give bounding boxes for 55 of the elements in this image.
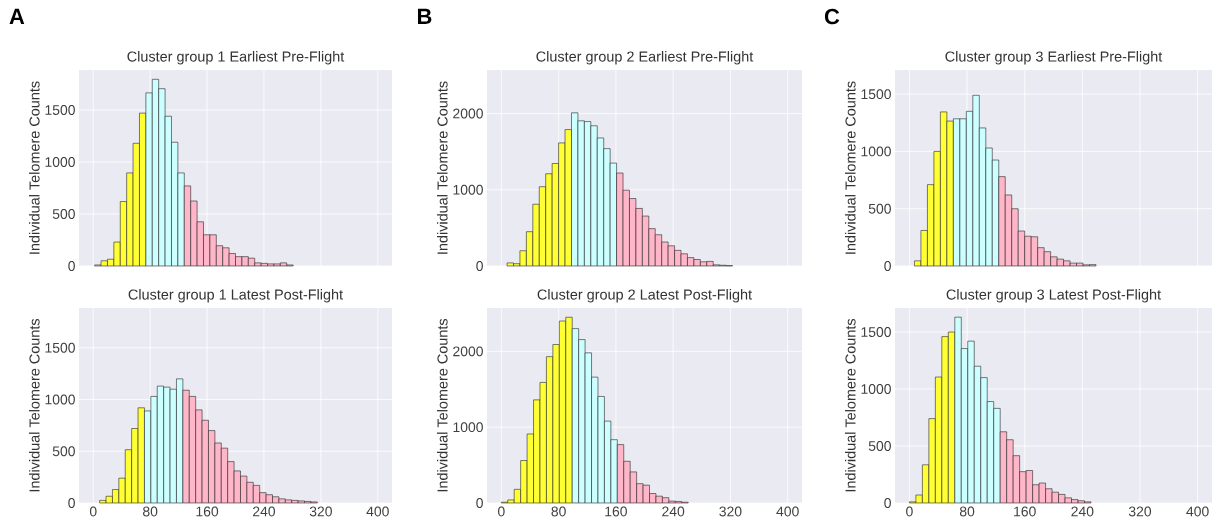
x-tick-label: 0 [498, 506, 505, 517]
y-axis-title: Individual Telomere Counts [437, 81, 448, 254]
x-tick-label: 80 [551, 506, 566, 517]
text: B [417, 8, 432, 24]
y-tick-label: 500 [868, 203, 891, 214]
x-tick-label: 160 [1014, 506, 1036, 517]
y-axis-title: Individual Telomere Counts [845, 81, 856, 254]
x-tick-label: 160 [196, 506, 219, 517]
x-tick-label: 0 [89, 506, 97, 517]
x-tick-label: 400 [366, 506, 389, 517]
y-tick-label: 1000 [453, 422, 483, 433]
chart-title: Cluster group 3 Earliest Pre-Flight [945, 51, 1163, 65]
x-tick-label: 240 [1071, 506, 1094, 517]
x-tick-label: 80 [959, 506, 975, 517]
y-tick-label: 0 [476, 498, 483, 508]
x-tick-label: 400 [776, 506, 799, 517]
x-tick-label: 240 [662, 506, 685, 517]
chart-title: Cluster group 1 Earliest Pre-Flight [127, 51, 345, 65]
y-tick-label: 0 [68, 261, 75, 271]
chart-title: Cluster group 2 Latest Post-Flight [537, 289, 752, 303]
y-tick-label: 0 [476, 261, 483, 271]
x-tick-label: 240 [253, 506, 276, 517]
y-tick-label: 1000 [45, 157, 75, 167]
y-tick-label: 0 [884, 498, 891, 508]
text: A [9, 8, 25, 24]
y-tick-label: 500 [52, 446, 75, 457]
chart-title: Cluster group 3 Latest Post-Flight [946, 289, 1161, 303]
y-tick-label: 0 [884, 261, 891, 271]
y-axis-title: Individual Telomere Counts [29, 318, 40, 492]
x-tick-label: 320 [309, 506, 332, 517]
y-axis-title: Individual Telomere Counts [29, 81, 40, 254]
y-axis-title: Individual Telomere Counts [437, 318, 448, 492]
y-tick-label: 0 [68, 498, 75, 508]
y-tick-label: 1000 [861, 384, 891, 394]
y-tick-label: 500 [52, 209, 75, 219]
y-tick-label: 2000 [453, 108, 483, 119]
y-tick-label: 1000 [453, 184, 483, 195]
x-tick-label: 80 [143, 506, 158, 517]
y-tick-label: 1500 [45, 342, 75, 353]
y-tick-label: 1500 [45, 105, 75, 115]
x-tick-label: 0 [906, 506, 913, 517]
x-tick-label: 320 [1128, 506, 1152, 517]
y-tick-label: 1000 [861, 146, 891, 157]
y-tick-label: 2000 [453, 346, 483, 357]
x-tick-label: 320 [719, 506, 742, 517]
y-tick-label: 500 [868, 441, 891, 451]
chart-title: Cluster group 2 Earliest Pre-Flight [536, 51, 754, 65]
chart-title: Cluster group 1 Latest Post-Flight [128, 289, 343, 303]
x-tick-label: 160 [605, 506, 627, 517]
y-tick-label: 1000 [45, 394, 75, 405]
x-tick-label: 400 [1186, 506, 1209, 517]
y-tick-label: 1500 [861, 327, 891, 337]
y-tick-label: 1500 [861, 89, 891, 100]
y-axis-title: Individual Telomere Counts [845, 318, 856, 492]
text: C [824, 8, 840, 25]
